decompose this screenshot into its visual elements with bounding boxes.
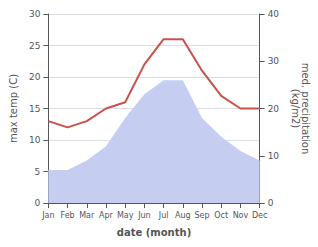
svg-text:40: 40 bbox=[268, 9, 280, 19]
svg-text:med. precipitation: med. precipitation bbox=[299, 62, 311, 155]
svg-text:Feb: Feb bbox=[60, 211, 74, 220]
svg-text:Nov: Nov bbox=[233, 211, 249, 220]
svg-text:15: 15 bbox=[29, 104, 40, 114]
svg-text:30: 30 bbox=[29, 9, 41, 19]
svg-text:Mar: Mar bbox=[79, 211, 95, 220]
svg-text:Oct: Oct bbox=[214, 211, 228, 220]
svg-text:max temp (C): max temp (C) bbox=[8, 74, 19, 143]
svg-text:Sep: Sep bbox=[194, 211, 209, 220]
svg-text:Jul: Jul bbox=[158, 211, 169, 220]
svg-text:Aug: Aug bbox=[175, 211, 191, 220]
svg-text:10: 10 bbox=[29, 135, 41, 145]
svg-text:20: 20 bbox=[29, 72, 41, 82]
svg-text:Dec: Dec bbox=[252, 211, 267, 220]
svg-text:date (month): date (month) bbox=[117, 227, 191, 238]
svg-text:25: 25 bbox=[29, 41, 40, 51]
svg-text:30: 30 bbox=[268, 56, 280, 66]
svg-text:20: 20 bbox=[268, 104, 280, 114]
svg-text:5: 5 bbox=[35, 167, 41, 177]
svg-text:0: 0 bbox=[35, 198, 41, 208]
svg-text:0: 0 bbox=[268, 198, 274, 208]
svg-text:Jun: Jun bbox=[137, 211, 151, 220]
svg-text:(kg/m2): (kg/m2) bbox=[290, 89, 301, 129]
svg-text:Jan: Jan bbox=[41, 211, 54, 220]
svg-text:May: May bbox=[117, 211, 134, 220]
svg-text:10: 10 bbox=[268, 151, 280, 161]
svg-text:Apr: Apr bbox=[99, 211, 114, 220]
